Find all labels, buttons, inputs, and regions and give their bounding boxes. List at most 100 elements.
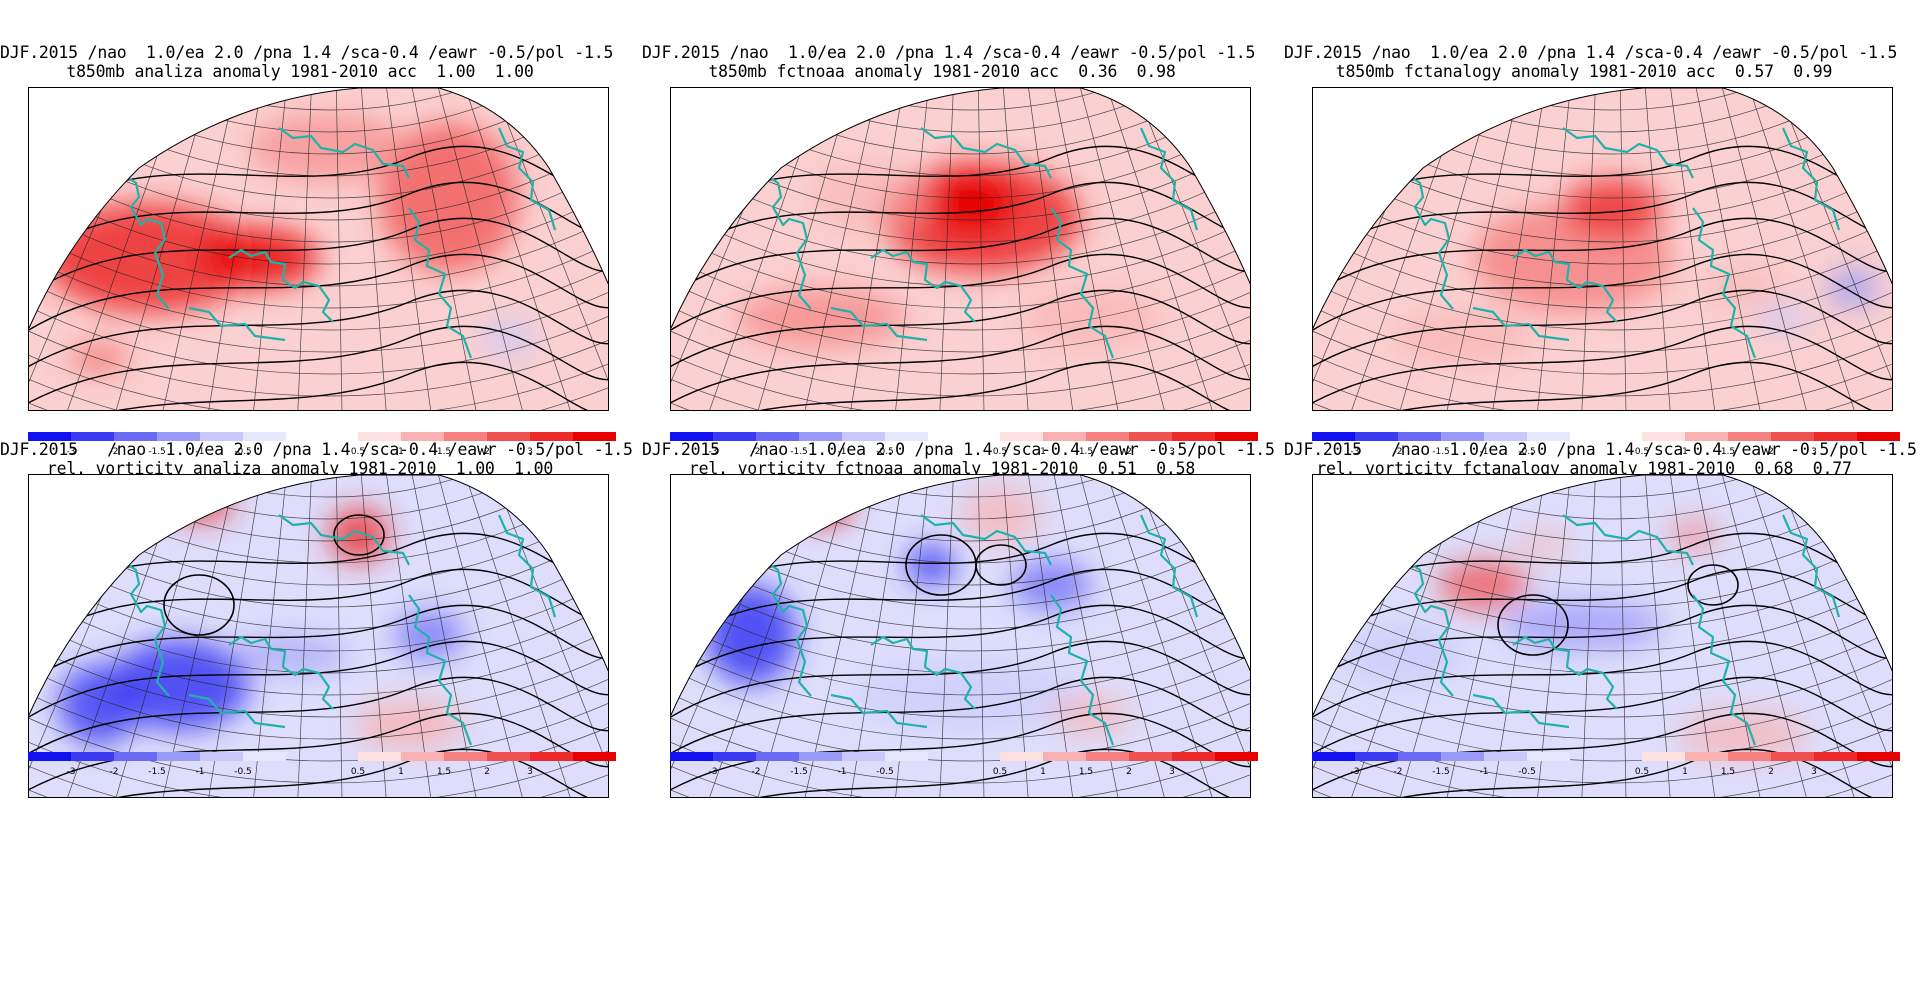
- colorbar-tick-label: -0.5: [234, 447, 252, 457]
- colorbar-swatch: [71, 752, 114, 761]
- colorbar-tick-label: 2: [1768, 447, 1774, 457]
- colorbar-tick-label: 0.5: [351, 767, 365, 777]
- colorbar-swatch: [1728, 432, 1771, 441]
- colorbar-swatch: [444, 432, 487, 441]
- colorbar-swatch: [799, 752, 842, 761]
- anomaly-map: [1313, 475, 1892, 797]
- colorbar-swatch: [842, 752, 885, 761]
- panel-title-line1: DJF.2015 /nao 1.0/ea 2.0 /pna 1.4 /sca-0…: [642, 43, 1256, 62]
- colorbar-swatch: [401, 752, 444, 761]
- colorbar-tick-label: -1.5: [1432, 447, 1450, 457]
- colorbar: -3 -2 -1.5 -1 -0.5 0.5 1 1.5 2 3: [1312, 432, 1902, 462]
- colorbar-swatch: [1642, 752, 1685, 761]
- panel-t850-fctnoaa: DJF.2015 /nao 1.0/ea 2.0 /pna 1.4 /sca-0…: [642, 0, 1258, 480]
- colorbar-swatch: [358, 432, 401, 441]
- map-frame: [1312, 87, 1893, 411]
- colorbar-swatch: [1000, 752, 1043, 761]
- colorbar-tick-label: 1: [398, 447, 404, 457]
- colorbar-tick-label: 2: [484, 767, 490, 777]
- colorbar-tick-label: -2: [1394, 767, 1403, 777]
- colorbar-tick-label: -1: [196, 447, 205, 457]
- colorbar-swatch: [1441, 752, 1484, 761]
- colorbar-tick-label: 3: [527, 767, 533, 777]
- colorbar-swatch: [756, 752, 799, 761]
- colorbar-swatch: [1728, 752, 1771, 761]
- colorbar-tick-label: -0.5: [876, 447, 894, 457]
- anomaly-map: [29, 88, 608, 410]
- colorbar: -3 -2 -1.5 -1 -0.5 0.5 1 1.5 2 3: [670, 432, 1260, 462]
- colorbar-swatch: [157, 432, 200, 441]
- colorbar-swatch: [114, 752, 157, 761]
- colorbar-swatch: [243, 752, 286, 761]
- colorbar-tick-label: 1: [1682, 767, 1688, 777]
- map-frame: [28, 474, 609, 798]
- anomaly-map: [29, 475, 608, 797]
- colorbar-swatch: [1172, 752, 1215, 761]
- colorbar-swatch: [799, 432, 842, 441]
- colorbar-swatch: [573, 432, 616, 441]
- colorbar-swatch: [1484, 752, 1527, 761]
- colorbar-tick-label: -1.5: [148, 767, 166, 777]
- panel-title-line2: rel. vorticity analiza anomaly 1981-2010…: [46, 459, 554, 478]
- colorbar-swatch: [1441, 432, 1484, 441]
- colorbar-tick-label: 0.5: [1635, 767, 1649, 777]
- colorbar-tick-label: -1.5: [148, 447, 166, 457]
- colorbar-legend: -3 -2 -1.5 -1 -0.5 0.5 1 1.5 2 3: [28, 432, 616, 457]
- colorbar-tick-label: 1: [398, 767, 404, 777]
- colorbar-legend: -3 -2 -1.5 -1 -0.5 0.5 1 1.5 2 3: [28, 752, 616, 777]
- colorbar-tick-label: -0.5: [1518, 767, 1536, 777]
- anomaly-map: [671, 88, 1250, 410]
- colorbar-swatch: [713, 752, 756, 761]
- colorbar-tick-label: 1.5: [437, 447, 451, 457]
- colorbar-tick-label: -3: [1351, 447, 1360, 457]
- colorbar-tick-label: -3: [67, 767, 76, 777]
- panel-t850-fctanalogy: DJF.2015 /nao 1.0/ea 2.0 /pna 1.4 /sca-0…: [1284, 0, 1900, 480]
- colorbar-tick-label: -1: [196, 767, 205, 777]
- colorbar-swatch: [358, 752, 401, 761]
- colorbar-tick-label: -2: [110, 767, 119, 777]
- colorbar-tick-label: 1.5: [1721, 767, 1735, 777]
- colorbar-swatch: [1172, 432, 1215, 441]
- colorbar-swatch: [157, 752, 200, 761]
- map-frame: [670, 87, 1251, 411]
- panel-t850-analiza: DJF.2015 /nao 1.0/ea 2.0 /pna 1.4 /sca-0…: [0, 0, 616, 480]
- colorbar-swatch: [487, 432, 530, 441]
- colorbar-tick-label: 1.5: [1079, 767, 1093, 777]
- colorbar-tick-label: 3: [1811, 447, 1817, 457]
- colorbar-tick-label: -0.5: [1518, 447, 1536, 457]
- map-frame: [28, 87, 609, 411]
- colorbar-swatch: [243, 432, 286, 441]
- colorbar-tick-label: 3: [527, 447, 533, 457]
- colorbar-swatch: [1685, 432, 1728, 441]
- colorbar-swatch: [1086, 752, 1129, 761]
- colorbar-swatch: [1043, 432, 1086, 441]
- colorbar-tick-label: 1.5: [437, 767, 451, 777]
- colorbar-swatch: [1857, 432, 1900, 441]
- colorbar-tick-label: -1.5: [790, 447, 808, 457]
- colorbar-tick-label: 0.5: [993, 767, 1007, 777]
- colorbar-swatch: [1642, 432, 1685, 441]
- colorbar-tick-label: -1: [1480, 767, 1489, 777]
- colorbar-swatch: [1215, 432, 1258, 441]
- colorbar-tick-label: -1: [838, 447, 847, 457]
- colorbar-swatch: [200, 432, 243, 441]
- colorbar-swatch: [1814, 752, 1857, 761]
- colorbar-swatch: [1527, 432, 1570, 441]
- colorbar: -3 -2 -1.5 -1 -0.5 0.5 1 1.5 2 3: [28, 432, 618, 462]
- colorbar-swatch: [487, 752, 530, 761]
- colorbar-tick-label: 2: [1126, 447, 1132, 457]
- panel-title-line1: DJF.2015 /nao 1.0/ea 2.0 /pna 1.4 /sca-0…: [642, 440, 1275, 459]
- colorbar-tick-label: 2: [484, 447, 490, 457]
- colorbar-tick-label: -2: [752, 447, 761, 457]
- colorbar: -3 -2 -1.5 -1 -0.5 0.5 1 1.5 2 3: [28, 752, 618, 782]
- colorbar-tick-label: -3: [709, 767, 718, 777]
- colorbar-swatch: [1771, 432, 1814, 441]
- panel-title-line2: rel. vorticity fctnoaa anomaly 1981-2010…: [688, 459, 1196, 478]
- panel-title-line1: DJF.2015 /nao 1.0/ea 2.0 /pna 1.4 /sca-0…: [1284, 440, 1917, 459]
- colorbar-tick-label: -1: [1480, 447, 1489, 457]
- map-frame: [1312, 474, 1893, 798]
- panel-title-line2: t850mb fctnoaa anomaly 1981-2010 acc 0.3…: [708, 62, 1176, 81]
- colorbar-swatch: [530, 752, 573, 761]
- colorbar-tick-label: -0.5: [876, 767, 894, 777]
- colorbar-tick-label: 2: [1768, 767, 1774, 777]
